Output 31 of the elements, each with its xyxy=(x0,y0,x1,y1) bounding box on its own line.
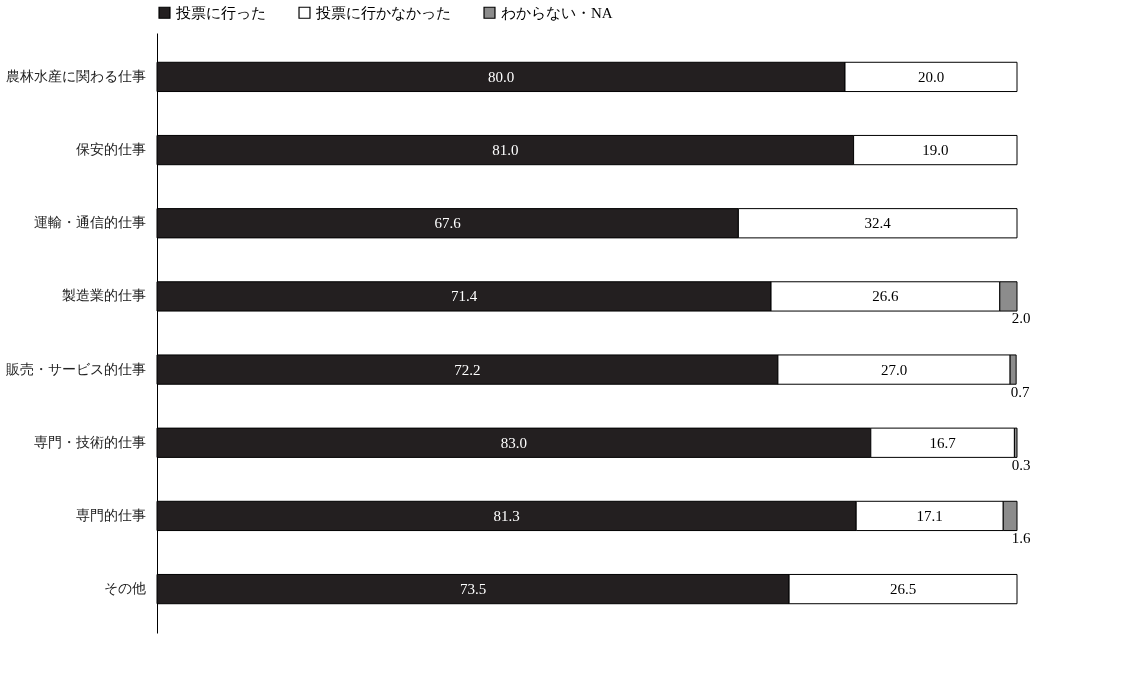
y-tick-label: その他 xyxy=(103,581,146,597)
data-label: 0.7 xyxy=(1010,383,1031,400)
legend-label: 投票に行かなかった xyxy=(315,4,451,21)
data-label: 2.0 xyxy=(1011,310,1031,327)
y-tick-label: 製造業的仕事 xyxy=(61,288,146,304)
data-label: 1.6 xyxy=(1011,529,1031,546)
data-label: 17.1 xyxy=(916,507,943,524)
data-label: 72.2 xyxy=(454,361,481,378)
data-label: 73.5 xyxy=(459,581,487,598)
legend-label: わからない・NA xyxy=(501,4,613,21)
data-label: 80.0 xyxy=(487,68,515,85)
data-label: 27.0 xyxy=(880,361,908,378)
data-label: 81.0 xyxy=(492,142,519,159)
data-label: 20.0 xyxy=(917,68,945,85)
data-label: 26.5 xyxy=(889,581,917,598)
data-label: 0.3 xyxy=(1011,456,1031,473)
y-tick-label: 専門・技術的仕事 xyxy=(33,434,146,450)
data-label: 16.7 xyxy=(929,434,957,451)
data-label: 71.4 xyxy=(450,288,478,305)
data-label: 81.3 xyxy=(493,507,520,524)
data-label: 19.0 xyxy=(922,142,949,159)
data-label: 32.4 xyxy=(864,215,892,232)
data-label: 26.6 xyxy=(872,288,900,305)
y-tick-label: 運輸・通信的仕事 xyxy=(33,215,146,231)
data-label: 67.6 xyxy=(434,215,462,232)
y-tick-label: 保安的仕事 xyxy=(75,142,146,158)
y-tick-label: 農林水産に関わる仕事 xyxy=(5,68,146,84)
legend-label: 投票に行った xyxy=(175,4,266,21)
data-label: 83.0 xyxy=(500,434,528,451)
y-tick-label: 販売・サービス的仕事 xyxy=(5,361,146,377)
y-tick-label: 専門的仕事 xyxy=(75,507,146,523)
